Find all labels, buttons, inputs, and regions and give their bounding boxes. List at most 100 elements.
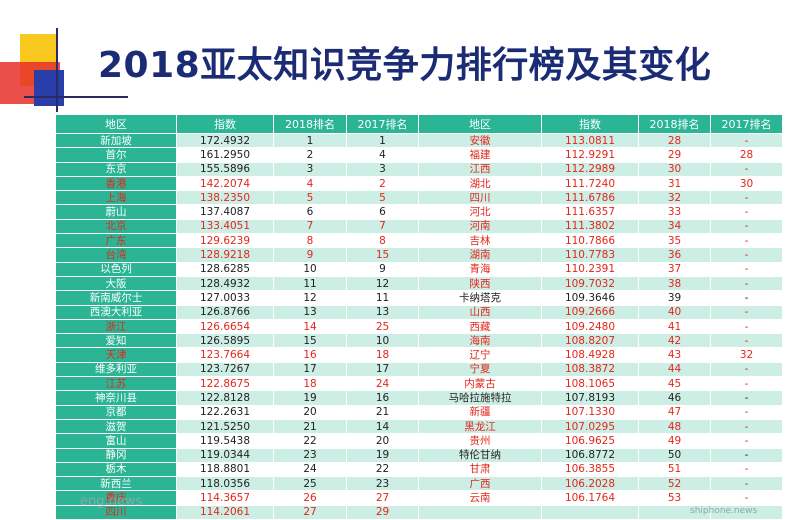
cell-rank-2017: - <box>710 376 783 392</box>
cell-index: 118.8801 <box>176 461 274 478</box>
cell-rank-2017: - <box>710 361 783 378</box>
cell-index: 123.7267 <box>176 361 274 378</box>
cell-rank-2017: - <box>710 476 783 492</box>
cell-index: 121.5250 <box>176 418 274 435</box>
cell-rank-2018: 14 <box>273 318 347 335</box>
cell-rank-2018: 36 <box>638 247 711 263</box>
header-index: 指数 <box>176 114 274 134</box>
cell-rank-2017: 25 <box>346 318 419 335</box>
cell-rank-2017: 17 <box>346 361 419 378</box>
cell-rank-2017: 29 <box>346 504 419 520</box>
cell-region: 神奈川县 <box>55 390 177 406</box>
cell-rank-2018: 6 <box>273 204 347 220</box>
cell-index: 107.0295 <box>541 418 639 435</box>
ranking-table: 地区 指数 2018排名 2017排名 地区 指数 2018排名 2017排名 … <box>55 114 783 520</box>
cell-region: 安徽 <box>418 132 542 149</box>
cell-index: 106.2028 <box>541 476 639 492</box>
cell-rank-2018: 33 <box>638 204 711 220</box>
cell-index: 110.7783 <box>541 247 639 263</box>
cell-rank-2018: 25 <box>273 476 347 492</box>
cell-rank-2017: 27 <box>346 490 419 506</box>
cell-region: 栃木 <box>55 461 177 478</box>
cell-rank-2018: 1 <box>273 132 347 149</box>
cell-region: 以色列 <box>55 261 177 277</box>
cell-rank-2018: 48 <box>638 418 711 435</box>
cell-rank-2017: - <box>710 247 783 263</box>
cell-index: 111.6357 <box>541 204 639 220</box>
cell-rank-2018: 9 <box>273 247 347 263</box>
cell-rank-2018: 10 <box>273 261 347 277</box>
cell-region: 台湾 <box>55 247 177 263</box>
cell-rank-2018: 43 <box>638 347 711 363</box>
watermark-right: shiphone.news <box>690 506 758 516</box>
cell-rank-2018: 21 <box>273 418 347 435</box>
table-row: 重庆 114.3657 26 27 云南 106.1764 53- <box>55 490 783 506</box>
table-row: 西澳大利亚 126.8766 13 13 山西 109.2666 40- <box>55 304 783 320</box>
cell-region: 新西兰 <box>55 476 177 492</box>
cell-rank-2017: 19 <box>346 447 419 463</box>
header-rank-2017: 2017排名 <box>710 114 783 134</box>
cell-index: 107.8193 <box>541 390 639 406</box>
cell-rank-2017: - <box>710 404 783 420</box>
cell-rank-2018: 17 <box>273 361 347 378</box>
cell-region: 广东 <box>55 233 177 249</box>
cell-rank-2018: 23 <box>273 447 347 463</box>
page-title: 2018亚太知识竞争力排行榜及其变化 <box>98 45 712 86</box>
table-row: 爱知 126.5895 15 10 海南 108.8207 42- <box>55 333 783 349</box>
table-row: 新加坡 172.4932 1 1 安徽 113.0811 28- <box>55 132 783 149</box>
table-row: 上海 138.2350 5 5 四川 111.6786 32- <box>55 190 783 206</box>
table-row: 神奈川县 122.8128 19 16 马哈拉施特拉 107.8193 46- <box>55 390 783 406</box>
header-region: 地区 <box>55 114 177 134</box>
cell-rank-2018: 22 <box>273 433 347 449</box>
cell-rank-2018: 51 <box>638 461 711 478</box>
cell-rank-2017: 12 <box>346 275 419 292</box>
cell-index: 128.9218 <box>176 247 274 263</box>
cell-rank-2017: - <box>710 261 783 277</box>
cell-region: 新加坡 <box>55 132 177 149</box>
cell-region: 贵州 <box>418 433 542 449</box>
cell-region: 四川 <box>418 190 542 206</box>
cell-region: 特伦甘纳 <box>418 447 542 463</box>
cell-rank-2017: - <box>710 161 783 177</box>
cell-index: 106.1764 <box>541 490 639 506</box>
table-row: 栃木 118.8801 24 22 甘肃 106.3855 51- <box>55 461 783 478</box>
cell-region: 河南 <box>418 218 542 235</box>
table-row: 东京 155.5896 3 3 江西 112.2989 30- <box>55 161 783 177</box>
cell-rank-2018: 41 <box>638 318 711 335</box>
cell-region: 辽宁 <box>418 347 542 363</box>
table-row: 台湾 128.9218 9 15 湖南 110.7783 36- <box>55 247 783 263</box>
cell-region: 香港 <box>55 175 177 192</box>
cell-rank-2018: 39 <box>638 290 711 306</box>
cell-index: 112.2989 <box>541 161 639 177</box>
cell-rank-2018: 16 <box>273 347 347 363</box>
cell-index: 127.0033 <box>176 290 274 306</box>
cell-rank-2017: 23 <box>346 476 419 492</box>
watermark-left: eng.news <box>80 494 143 509</box>
cell-rank-2018: 18 <box>273 376 347 392</box>
cell-rank-2018: 40 <box>638 304 711 320</box>
cell-rank-2018: 32 <box>638 190 711 206</box>
table-row: 天津 123.7664 16 18 辽宁 108.4928 43 32 <box>55 347 783 363</box>
cell-rank-2017: 18 <box>346 347 419 363</box>
cell-rank-2018: 44 <box>638 361 711 378</box>
cell-rank-2017: - <box>710 204 783 220</box>
cell-rank-2018: 7 <box>273 218 347 235</box>
cell-index: 110.2391 <box>541 261 639 277</box>
table-row: 滋贺 121.5250 21 14 黑龙江 107.0295 48- <box>55 418 783 435</box>
cell-index: 108.1065 <box>541 376 639 392</box>
cell-region: 首尔 <box>55 147 177 163</box>
cell-index: 118.0356 <box>176 476 274 492</box>
cell-rank-2018: 38 <box>638 275 711 292</box>
cell-index: 126.5895 <box>176 333 274 349</box>
cell-index: 129.6239 <box>176 233 274 249</box>
cell-region: 江苏 <box>55 376 177 392</box>
header-rank-2018: 2018排名 <box>273 114 347 134</box>
cell-index: 122.2631 <box>176 404 274 420</box>
cell-region: 宁夏 <box>418 361 542 378</box>
cell-rank-2017: 8 <box>346 233 419 249</box>
cell-rank-2018: 53 <box>638 490 711 506</box>
cell-rank-2017: - <box>710 190 783 206</box>
cell-region: 甘肃 <box>418 461 542 478</box>
cell-region: 西藏 <box>418 318 542 335</box>
cell-rank-2018: 28 <box>638 132 711 149</box>
